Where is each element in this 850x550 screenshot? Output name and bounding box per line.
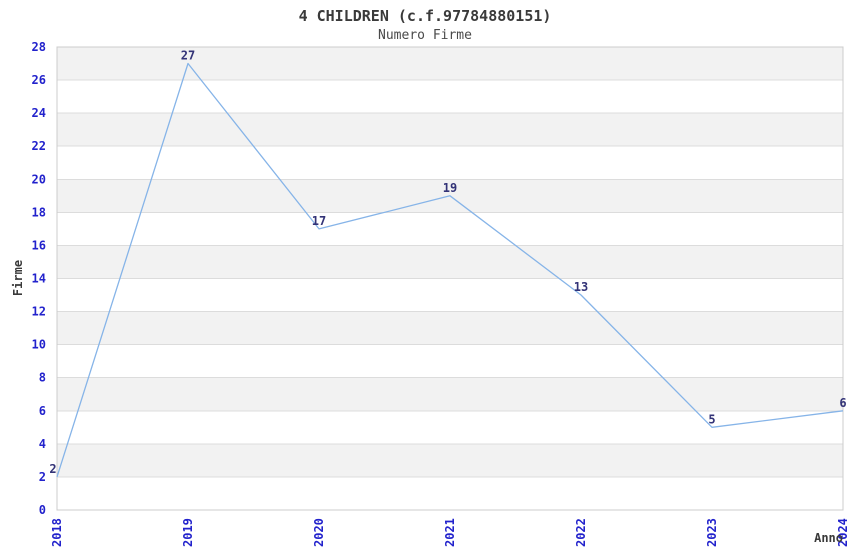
data-point-label: 19 [443, 181, 457, 195]
y-tick-label: 4 [39, 437, 46, 451]
grid-band [57, 80, 843, 114]
x-tick-label: 2023 [705, 518, 719, 547]
data-point-label: 6 [839, 396, 846, 410]
grid-band [57, 113, 843, 147]
grid-band [57, 311, 843, 345]
data-line [56, 62, 844, 478]
y-tick-label: 2 [39, 470, 46, 484]
x-tick-label: 2022 [574, 518, 588, 547]
x-tick-label: 2021 [443, 518, 457, 547]
chart-title: 4 CHILDREN (c.f.97784880151) [298, 7, 552, 25]
grid-band [57, 212, 843, 246]
x-tick-label: 2024 [836, 518, 850, 547]
grid-band [57, 377, 843, 411]
plot-border [56, 46, 844, 511]
grid-band [57, 278, 843, 312]
y-tick-label: 6 [39, 404, 46, 418]
x-tick-label: 2020 [312, 518, 326, 547]
grid-band [57, 245, 843, 279]
y-tick-label: 0 [39, 503, 46, 517]
data-point-label: 5 [708, 412, 715, 426]
x-tick-label: 2019 [181, 518, 195, 547]
chart-subtitle: Numero Firme [378, 28, 472, 43]
y-tick-label: 16 [32, 238, 46, 252]
y-tick-label: 18 [32, 205, 46, 219]
grid-band [57, 344, 843, 378]
grid-band [57, 476, 843, 510]
data-point-label: 2 [49, 462, 56, 476]
y-tick-label: 24 [32, 106, 46, 120]
data-point-label: 13 [574, 280, 588, 294]
grid-band [57, 443, 843, 477]
y-tick-label: 14 [32, 272, 46, 286]
data-point-label: 27 [181, 49, 195, 63]
x-axis-title: Anno [814, 531, 843, 545]
y-tick-label: 28 [32, 40, 46, 54]
grid-band [57, 410, 843, 444]
y-tick-label: 20 [32, 172, 46, 186]
data-point-label: 17 [312, 214, 326, 228]
y-tick-label: 22 [32, 139, 46, 153]
x-tick-label: 2018 [50, 518, 64, 547]
grid-band [57, 146, 843, 180]
y-tick-label: 12 [32, 305, 46, 319]
grid-band [57, 47, 843, 81]
y-tick-label: 26 [32, 73, 46, 87]
y-tick-label: 10 [32, 338, 46, 352]
y-tick-label: 8 [39, 371, 46, 385]
